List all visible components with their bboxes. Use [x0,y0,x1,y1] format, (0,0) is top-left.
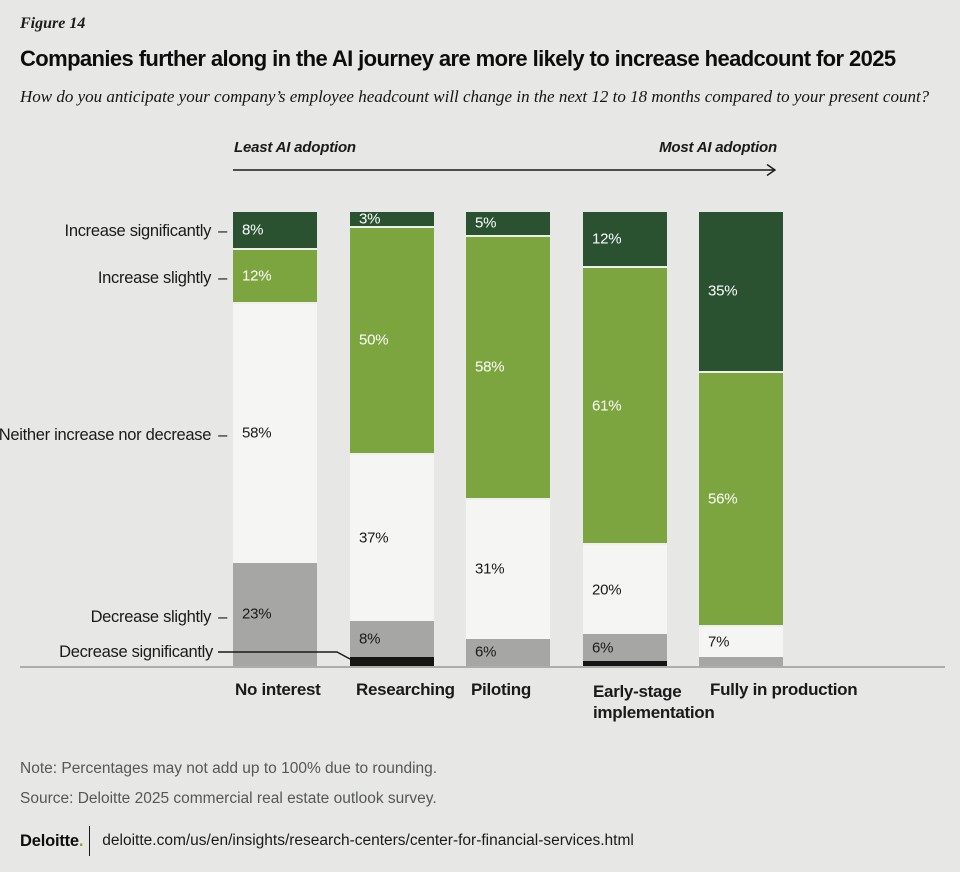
value-label: 61% [592,397,622,415]
y-axis-label-neither-increase-nor-decrease: Neither increase nor decrease – [0,424,227,446]
segment-increase-significantly: 8% [233,212,317,248]
category-label-early-stage-implementation: Early-stage implementation [593,682,715,722]
figure-number: Figure 14 [20,15,86,32]
stacked-bar-piloting: 5% 58% 31% 6% [466,212,550,666]
stacked-bar-early-stage-implementation: 12% 61% 20% 6% [583,212,667,666]
axis-tick: – [218,268,227,287]
y-axis-label-text: Increase slightly [97,268,212,287]
segment-decrease-slightly: 6% [583,634,667,662]
segment-neither-increase-nor-decrease: 37% [350,452,434,621]
note-text: Note: Percentages may not add up to 100%… [20,760,438,777]
segment-neither-increase-nor-decrease: 58% [233,301,317,563]
y-axis-label-decrease-slightly: Decrease slightly – [0,606,228,628]
x-axis-baseline [20,666,945,668]
value-label: 8% [242,221,264,239]
value-label: 6% [475,643,497,661]
segment-decrease-slightly [699,656,783,666]
value-label: 58% [242,424,272,442]
least-adoption-label: Least AI adoption [234,139,356,156]
value-label: 23% [242,605,272,623]
value-label: 12% [242,267,272,285]
value-label: 7% [708,633,730,651]
category-label-researching: Researching [356,680,455,699]
y-axis-label-increase-slightly: Increase slightly – [0,267,227,289]
segment-increase-significantly: 12% [583,212,667,267]
y-axis-label-decrease-significantly: Decrease significantly [0,641,213,663]
value-label: 5% [475,214,497,232]
deloitte-logo: Deloitte. [20,831,84,850]
footer-url: deloitte.com/us/en/insights/research-cen… [102,832,634,849]
value-label: 12% [592,230,622,248]
segment-increase-slightly: 12% [233,247,317,302]
axis-tick: – [218,607,227,626]
segment-increase-slightly: 61% [583,266,667,544]
segment-increase-significantly: 3% [350,210,434,228]
segment-increase-slightly: 50% [350,225,434,453]
category-label-no-interest: No interest [235,680,321,699]
value-label: 31% [475,560,505,578]
y-axis-label-text: Decrease significantly [59,642,213,661]
value-label: 56% [708,490,738,508]
value-label: 20% [592,581,622,599]
axis-tick: – [218,425,227,444]
stacked-bar-no-interest: 8% 12% 58% 23% [233,212,317,666]
segment-decrease-significantly [583,661,667,666]
category-label-fully-in-production: Fully in production [710,680,858,699]
segment-neither-increase-nor-decrease: 20% [583,543,667,635]
axis-tick: – [218,221,227,240]
stacked-bar-researching: 3% 50% 37% 8% [350,210,434,666]
value-label: 3% [359,210,381,228]
segment-decrease-significantly [350,656,434,666]
y-axis-label-text: Decrease slightly [90,607,212,626]
category-label-piloting: Piloting [471,680,531,699]
segment-decrease-slightly: 6% [466,638,550,666]
segment-decrease-slightly: 8% [350,620,434,657]
stacked-bar-fully-in-production: 35% 56% 7% [699,212,783,666]
plot-area: 8% 12% 58% 23% 3% 50% 37% 8% 5% 58% 31% 6% 12% 61% 20%… [233,210,783,666]
value-label: 8% [359,630,381,648]
value-label: 35% [708,282,738,300]
segment-increase-significantly: 35% [699,212,783,371]
footer: Deloitte. deloitte.com/us/en/insights/re… [20,826,634,856]
figure-subtitle: How do you anticipate your company’s emp… [20,87,930,106]
source-text: Source: Deloitte 2025 commercial real es… [20,790,437,807]
figure-title: Companies further along in the AI journe… [20,46,896,71]
y-axis-label-text: Increase significantly [64,221,212,240]
y-axis-label-text: Neither increase nor decrease [0,425,212,444]
most-adoption-label: Most AI adoption [659,139,777,156]
y-axis-label-increase-significantly: Increase significantly – [0,220,228,242]
value-label: 50% [359,331,389,349]
value-label: 58% [475,358,505,376]
decrease-significantly-connector [218,651,351,660]
value-label: 37% [359,529,389,547]
adoption-scale: Least AI adoption Most AI adoption [234,139,777,156]
segment-increase-significantly: 5% [466,212,550,235]
segment-neither-increase-nor-decrease: 7% [699,625,783,657]
footer-divider [89,826,91,856]
deloitte-logo-dot: . [78,831,84,850]
segment-increase-slightly: 56% [699,370,783,626]
segment-neither-increase-nor-decrease: 31% [466,498,550,639]
segment-decrease-slightly: 23% [233,562,317,666]
segment-increase-slightly: 58% [466,234,550,498]
adoption-arrow-icon [233,163,777,177]
value-label: 6% [592,639,614,657]
